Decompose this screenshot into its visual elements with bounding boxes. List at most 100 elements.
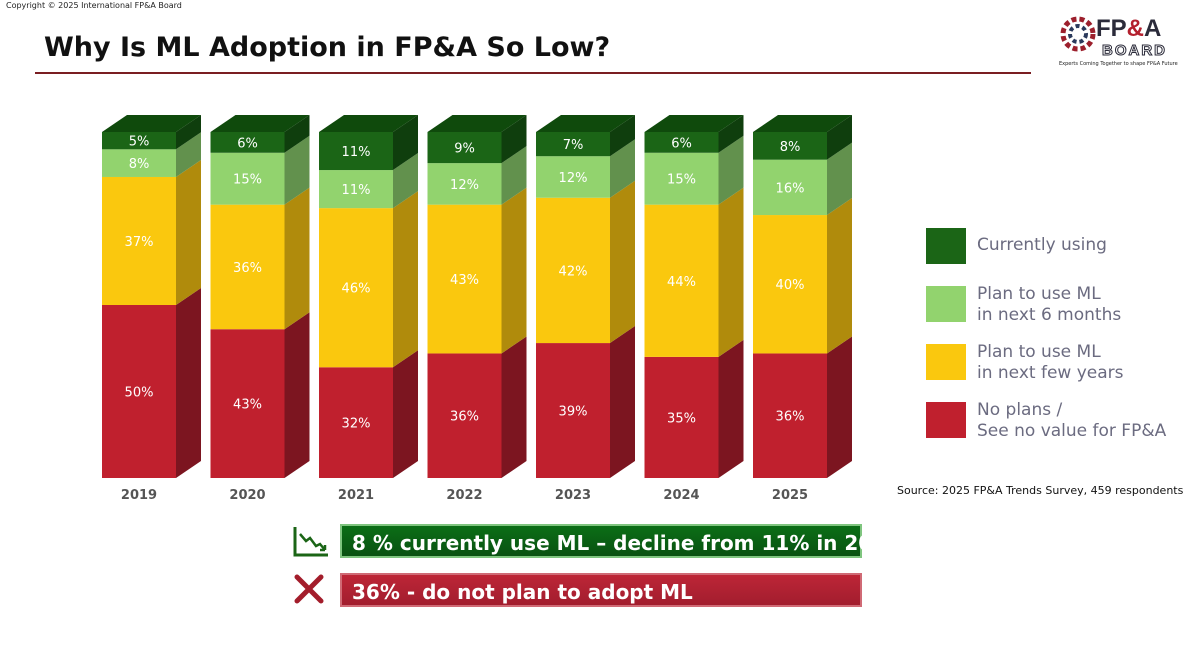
- data-label: 11%: [342, 183, 371, 198]
- logo-tagline: Experts Coming Together to shape FP&A Fu…: [1059, 61, 1178, 67]
- data-label: 9%: [454, 142, 475, 157]
- bar-segment: [753, 159, 827, 216]
- decline-callout: 8 % currently use ML – decline from 11% …: [340, 524, 900, 558]
- bar-segment: [644, 152, 719, 205]
- bar-segment: [427, 132, 502, 164]
- bar-segment: [536, 197, 610, 344]
- bar-segment-side: [827, 115, 852, 160]
- data-label: 46%: [342, 282, 371, 297]
- data-label: 37%: [125, 235, 154, 250]
- x-tick-label: 2023: [555, 488, 591, 503]
- data-label: 50%: [125, 386, 154, 401]
- bar-segment-side: [393, 153, 418, 209]
- bar-segment: [536, 156, 610, 198]
- bar-segment-side: [176, 132, 201, 177]
- bar-segment: [102, 176, 176, 305]
- data-label: 40%: [776, 278, 805, 293]
- title-divider: [35, 72, 1031, 74]
- bar-top-face: [644, 115, 744, 132]
- bar-segment: [319, 367, 393, 478]
- bar-segment: [427, 163, 502, 205]
- no-plan-callout: 36% - do not plan to adopt ML: [340, 573, 862, 607]
- bar-segment: [210, 152, 285, 205]
- data-label: 15%: [233, 173, 262, 188]
- data-label: 42%: [559, 264, 588, 279]
- bar-segment: [319, 170, 393, 209]
- bar-segment-side: [718, 135, 744, 205]
- legend-swatch: [926, 402, 966, 438]
- x-tick-label: 2020: [229, 488, 265, 503]
- bar-segment: [753, 215, 827, 354]
- data-label: 39%: [559, 405, 588, 420]
- bar-segment: [536, 343, 610, 478]
- bar-segment-side: [284, 187, 310, 330]
- bar-segment: [210, 132, 285, 153]
- x-tick-label: 2024: [663, 488, 699, 503]
- copyright-notice: Copyright © 2025 International FP&A Boar…: [6, 1, 182, 10]
- data-label: 43%: [233, 398, 262, 413]
- bar-segment-side: [501, 187, 527, 354]
- legend-label: Plan to use ML in next few years: [977, 342, 1124, 383]
- data-label: 8%: [129, 157, 150, 172]
- svg-text:FP&A: FP&A: [1096, 15, 1161, 42]
- trend-down-icon: [293, 527, 328, 557]
- bar-segment: [644, 204, 719, 357]
- bar-segment-side: [610, 326, 635, 478]
- bar-segment-side: [827, 142, 852, 216]
- bar-segment-side: [610, 180, 635, 344]
- legend-label: Currently using: [977, 235, 1107, 255]
- bar-segment: [102, 305, 176, 478]
- bar-segment-side: [610, 115, 635, 157]
- x-tick-label: 2021: [338, 488, 374, 503]
- bar-top-face: [210, 115, 310, 132]
- data-label: 36%: [450, 410, 479, 425]
- x-tick-label: 2025: [772, 488, 808, 503]
- bar-segment-side: [718, 187, 744, 357]
- page-title: Why Is ML Adoption in FP&A So Low?: [44, 32, 611, 63]
- legend-swatch: [926, 228, 966, 264]
- data-label: 12%: [559, 171, 588, 186]
- bar-segment: [102, 149, 176, 177]
- data-label: 44%: [667, 275, 696, 290]
- data-label: 15%: [667, 173, 696, 188]
- bar-segment: [427, 353, 502, 478]
- bar-segment-side: [393, 191, 418, 368]
- data-label: 43%: [450, 273, 479, 288]
- bar-top-face: [102, 115, 201, 132]
- source-note: Source: 2025 FP&A Trends Survey, 459 res…: [897, 484, 1184, 497]
- bar-segment: [319, 132, 393, 171]
- bar-top-face: [319, 115, 418, 132]
- bar-segment-side: [610, 139, 635, 198]
- data-label: 5%: [129, 135, 150, 150]
- legend-swatch: [926, 344, 966, 380]
- bar-segment-side: [284, 135, 310, 205]
- bar-segment: [427, 204, 502, 354]
- bar-segment-side: [718, 115, 744, 153]
- bar-segment-side: [827, 336, 852, 478]
- bar-segment: [644, 132, 719, 153]
- legend-label: No plans / See no value for FP&A: [977, 400, 1167, 441]
- legend-item-currently-using: Currently using: [926, 226, 1196, 266]
- bar-top-face: [753, 115, 852, 132]
- data-label: 36%: [776, 410, 805, 425]
- legend-item-plan-few-years: Plan to use ML in next few years: [926, 342, 1196, 383]
- bar-segment-side: [176, 159, 201, 305]
- data-label: 8%: [780, 140, 801, 155]
- legend-label: Plan to use ML in next 6 months: [977, 284, 1122, 325]
- fpa-board-logo: FP&A BOARD: [1056, 10, 1188, 70]
- data-label: 6%: [671, 136, 692, 151]
- bar-segment: [536, 132, 610, 157]
- bar-segment-side: [284, 115, 310, 153]
- legend-swatch: [926, 286, 966, 322]
- bar-top-face: [536, 115, 635, 132]
- logo-mark-icon: FP&A BOARD: [1060, 15, 1166, 60]
- data-label: 35%: [667, 411, 696, 426]
- x-tick-label: 2022: [446, 488, 482, 503]
- bar-segment: [753, 353, 827, 478]
- bar-segment: [210, 204, 285, 330]
- x-tick-label: 2019: [121, 488, 157, 503]
- bar-segment-side: [176, 115, 201, 150]
- bar-segment-side: [501, 336, 527, 478]
- bar-segment-side: [393, 350, 418, 478]
